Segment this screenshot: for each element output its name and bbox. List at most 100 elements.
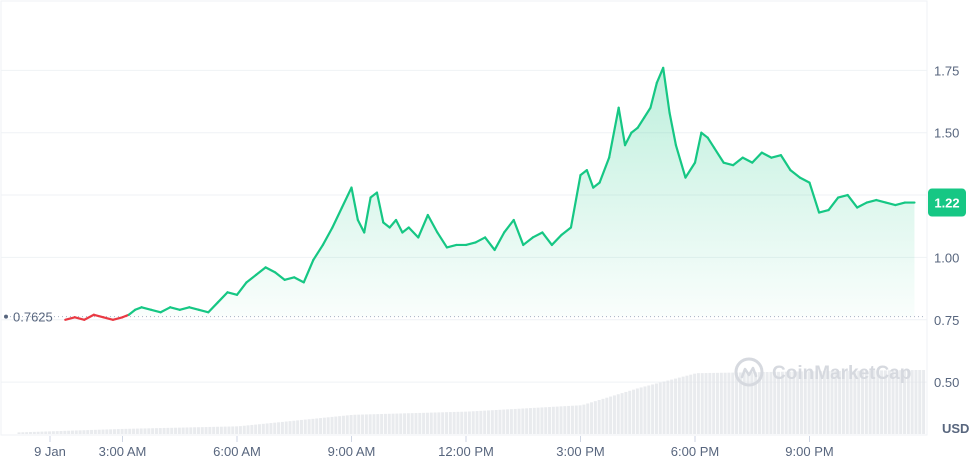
volume-bar bbox=[403, 413, 407, 434]
volume-bar bbox=[704, 373, 708, 434]
x-axis: 9 Jan 3:00 AM 6:00 AM 9:00 AM 12:00 PM 3:00 P… bbox=[34, 436, 834, 459]
watermark-text: CoinMarketCap bbox=[772, 363, 911, 384]
price-line-segment bbox=[522, 236, 534, 247]
price-line-segment bbox=[464, 241, 477, 247]
volume-bar bbox=[853, 370, 857, 434]
volume-bar bbox=[502, 409, 506, 434]
price-line-segment bbox=[159, 306, 172, 314]
volume-bar bbox=[254, 424, 258, 434]
volume-bar bbox=[170, 427, 174, 434]
price-line-segment bbox=[579, 169, 588, 177]
price-line-segment bbox=[83, 313, 95, 321]
price-line-segment bbox=[770, 154, 782, 159]
volume-bar bbox=[761, 372, 765, 434]
volume-bar bbox=[483, 410, 487, 434]
price-line-segment bbox=[92, 313, 105, 319]
price-line-segment bbox=[760, 151, 773, 159]
volume-bar bbox=[448, 412, 452, 434]
price-line-segment bbox=[235, 281, 248, 296]
volume-bar bbox=[895, 370, 899, 434]
volume-bar bbox=[742, 372, 746, 434]
volume-bar bbox=[372, 414, 376, 434]
volume-bar bbox=[899, 370, 903, 434]
volume-bar bbox=[82, 430, 86, 434]
volume-bar bbox=[231, 426, 235, 434]
x-tick-label: 6:00 PM bbox=[671, 444, 719, 459]
volume-bar bbox=[185, 427, 189, 434]
volume-bar bbox=[200, 427, 204, 434]
volume-bar bbox=[109, 429, 113, 434]
volume-bar bbox=[475, 411, 479, 434]
volume-bar bbox=[273, 422, 277, 434]
volume-bar bbox=[723, 372, 727, 434]
coinmarketcap-logo-icon bbox=[734, 357, 764, 387]
volume-bar bbox=[513, 408, 517, 434]
volume-bar bbox=[410, 413, 414, 434]
price-line-segment bbox=[216, 291, 229, 304]
y-tick-label: 0.75 bbox=[934, 313, 959, 328]
volume-bar bbox=[422, 412, 426, 434]
y-tick-label: 1.75 bbox=[934, 63, 959, 78]
price-line-segment bbox=[274, 271, 286, 281]
price-line-segment bbox=[779, 154, 792, 172]
volume-bar bbox=[158, 428, 162, 434]
price-line-segment bbox=[73, 316, 86, 321]
volume-bar bbox=[425, 412, 429, 434]
volume-bar bbox=[36, 431, 40, 434]
price-line-segment bbox=[592, 181, 601, 189]
price-line-segment bbox=[283, 276, 296, 281]
volume-bar bbox=[196, 427, 200, 434]
price-line-segment bbox=[188, 306, 200, 311]
volume-bar bbox=[246, 425, 250, 434]
volume-bar bbox=[845, 370, 849, 434]
price-line-segment bbox=[560, 226, 573, 237]
price-line-segment bbox=[550, 233, 563, 247]
x-tick-label: 9:00 PM bbox=[785, 444, 833, 459]
price-line-segment bbox=[483, 236, 496, 252]
volume-bar bbox=[67, 430, 71, 434]
volume-bar bbox=[21, 432, 25, 434]
price-line-segment bbox=[636, 116, 646, 129]
volume-bar bbox=[696, 373, 700, 434]
volume-bar bbox=[715, 372, 719, 434]
price-line-segment bbox=[856, 201, 868, 209]
volume-bar bbox=[238, 426, 242, 434]
volume-bar bbox=[216, 426, 220, 434]
volume-bar bbox=[299, 419, 303, 434]
volume-bar bbox=[212, 426, 216, 434]
price-line-segment bbox=[884, 201, 897, 207]
volume-bar bbox=[769, 371, 773, 434]
volume-bar bbox=[319, 418, 323, 434]
price-line-segment bbox=[302, 258, 315, 284]
price-line-segment bbox=[808, 181, 821, 214]
volume-bar bbox=[872, 370, 876, 434]
volume-bar bbox=[685, 375, 689, 434]
volume-bar bbox=[361, 414, 365, 434]
volume-bar bbox=[555, 406, 559, 434]
volume-bar bbox=[189, 427, 193, 434]
y-tick-label: 1.50 bbox=[934, 126, 959, 141]
price-line-segment bbox=[617, 106, 627, 147]
volume-bar bbox=[746, 372, 750, 434]
volume-bar bbox=[223, 426, 227, 434]
volume-bar bbox=[464, 411, 468, 434]
volume-bar bbox=[819, 371, 823, 434]
volume-bar bbox=[803, 371, 807, 434]
volume-bar bbox=[574, 405, 578, 434]
price-line-segment bbox=[846, 193, 859, 209]
price-line-segment bbox=[102, 316, 115, 321]
volume-bar bbox=[551, 406, 555, 434]
price-line-segment bbox=[417, 213, 429, 239]
x-tick-label: 6:00 AM bbox=[213, 444, 261, 459]
volume-bar bbox=[166, 427, 170, 434]
volume-bar bbox=[830, 371, 834, 434]
volume-bar bbox=[861, 370, 865, 434]
price-line-segment bbox=[401, 226, 410, 234]
volume-bar bbox=[635, 388, 639, 434]
volume-bar bbox=[616, 394, 620, 434]
volume-bar bbox=[918, 370, 922, 434]
volume-bar bbox=[570, 405, 574, 434]
price-line-segment bbox=[64, 316, 76, 321]
volume-bar bbox=[460, 411, 464, 434]
